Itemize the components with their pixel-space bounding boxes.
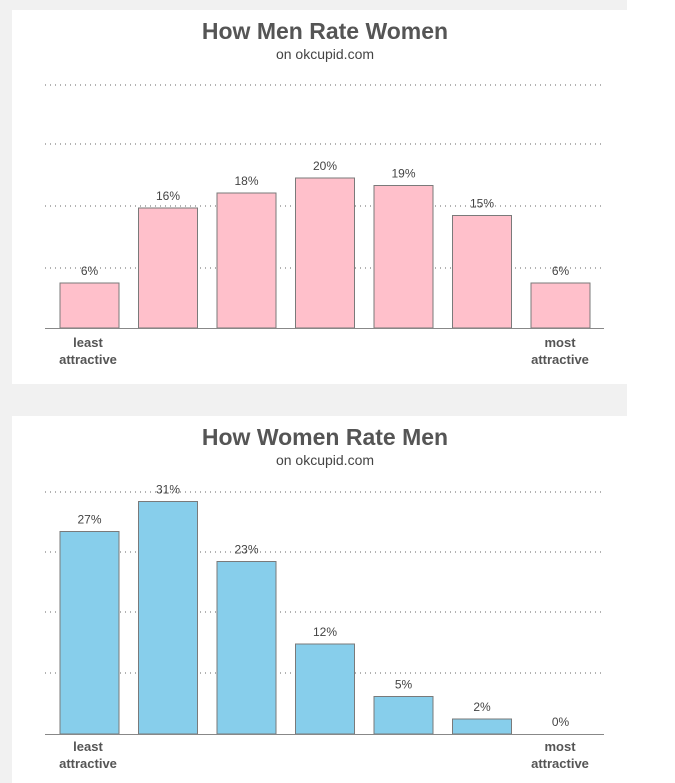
bar-chart: 6% 16% 18% 20% 19% 15% 6%: [45, 84, 604, 329]
data-label: 2%: [473, 700, 491, 714]
x-axis-right-label-line1: most: [544, 335, 576, 350]
data-label: 19%: [391, 167, 415, 181]
data-label: 23%: [234, 543, 258, 557]
data-label: 31%: [156, 483, 180, 497]
data-label: 18%: [234, 174, 258, 188]
data-label: 27%: [77, 513, 101, 527]
x-axis-right-label-line2: attractive: [531, 352, 589, 367]
x-axis-right-label-line2: attractive: [531, 756, 589, 771]
x-axis-right-label-line1: most: [544, 739, 576, 754]
bar: [373, 696, 434, 735]
bar: [530, 282, 591, 329]
page-gutter: [627, 0, 675, 783]
bar: [216, 192, 277, 329]
data-label: 12%: [313, 625, 337, 639]
x-axis-right-label: most attractive: [515, 738, 605, 772]
bar: [295, 643, 355, 735]
data-label: 16%: [156, 189, 180, 203]
data-label: 5%: [395, 678, 413, 692]
bar: [452, 215, 512, 329]
x-axis-left-label: least attractive: [43, 334, 133, 368]
data-label: 0%: [552, 715, 570, 729]
chart-panel-women-rate-men: How Women Rate Men on okcupid.com 27% 31%…: [12, 416, 627, 783]
chart-subtitle: on okcupid.com: [275, 452, 375, 468]
x-axis-left-label-line2: attractive: [59, 352, 117, 367]
bar: [452, 718, 512, 735]
data-label: 20%: [313, 159, 337, 173]
data-label: 15%: [470, 197, 494, 211]
bar-chart: 27% 31% 23% 12% 5% 2% 0%: [45, 483, 604, 735]
bar: [295, 177, 355, 329]
data-label: 6%: [552, 264, 570, 278]
x-axis-left-label: least attractive: [43, 738, 133, 772]
x-axis-right-label: most attractive: [515, 334, 605, 368]
bar: [373, 185, 434, 329]
chart-subtitle: on okcupid.com: [275, 46, 375, 62]
data-label: 6%: [81, 264, 99, 278]
bar: [216, 561, 277, 735]
bar: [59, 531, 120, 735]
x-axis-left-label-line1: least: [73, 739, 103, 754]
bar: [138, 501, 198, 735]
bar: [138, 207, 198, 329]
chart-panel-men-rate-women: How Men Rate Women on okcupid.com 6% 16% 1…: [12, 10, 627, 384]
x-axis-left-label-line2: attractive: [59, 756, 117, 771]
bar: [59, 282, 120, 329]
chart-title: How Men Rate Women: [201, 18, 449, 44]
x-axis-left-label-line1: least: [73, 335, 103, 350]
chart-title: How Women Rate Men: [201, 424, 449, 450]
